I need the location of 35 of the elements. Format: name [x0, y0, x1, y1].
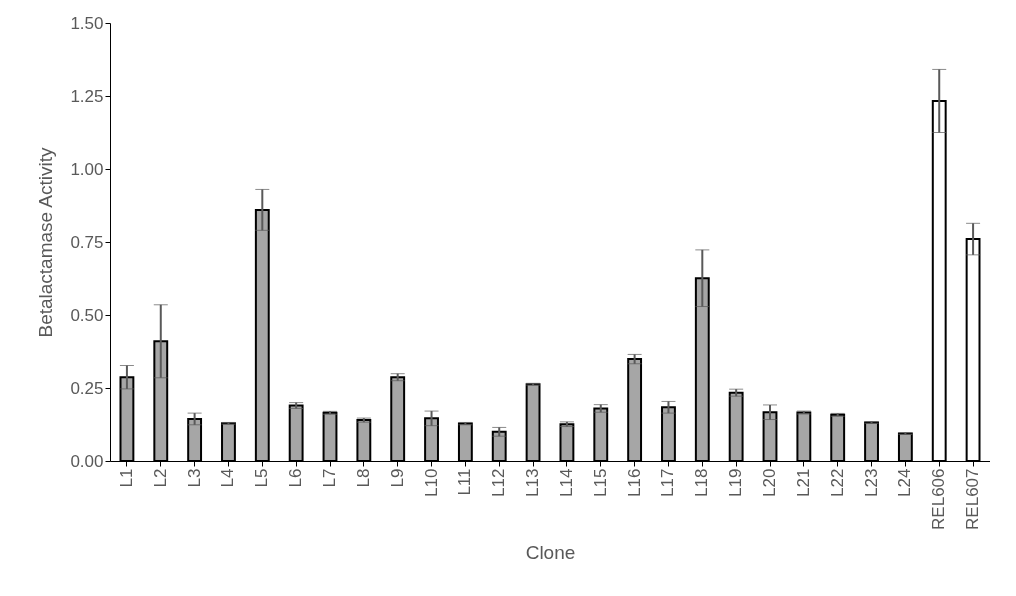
x-tick-label: L24 [895, 468, 915, 497]
y-tick-label: 0.50 [70, 305, 104, 325]
y-tick-label: 1.50 [70, 13, 104, 33]
x-tick-label: L1 [116, 468, 136, 488]
x-tick-label: L10 [421, 468, 441, 497]
y-tick-label: 1.00 [70, 159, 104, 179]
x-tick-label: REL607 [963, 468, 983, 530]
x-tick-label: L23 [861, 468, 881, 497]
x-tick-label: L18 [692, 468, 712, 497]
x-tick-label: L2 [150, 468, 170, 488]
x-tick-label: L6 [286, 468, 306, 488]
x-axis-title: Clone [525, 541, 576, 563]
x-tick-label: L15 [590, 468, 610, 497]
y-tick-label: 1.25 [70, 86, 104, 106]
y-tick-label: 0.75 [70, 232, 104, 252]
x-tick-label: L9 [387, 468, 407, 488]
x-tick-label: L4 [218, 468, 238, 488]
x-tick-label: L5 [252, 468, 272, 488]
x-tick-label: L22 [827, 468, 847, 497]
x-tick-label: L13 [523, 468, 543, 497]
y-tick-label: 0.25 [70, 378, 104, 398]
x-tick-label: L17 [658, 468, 678, 497]
x-tick-label: L16 [624, 468, 644, 497]
x-tick-label: L19 [726, 468, 746, 497]
y-axis-title: Betalactamase Activity [35, 146, 57, 338]
x-tick-label: L12 [489, 468, 509, 497]
x-tick-label: L3 [184, 468, 204, 488]
y-tick-label: 0.00 [70, 451, 104, 471]
x-tick-label: L20 [760, 468, 779, 497]
x-tick-label: REL606 [929, 468, 949, 530]
x-tick-label: L7 [320, 468, 339, 488]
x-tick-label: L14 [556, 468, 576, 497]
x-tick-label: L21 [793, 468, 813, 497]
x-tick-label: L11 [455, 468, 475, 496]
x-tick-label: L8 [353, 468, 373, 488]
